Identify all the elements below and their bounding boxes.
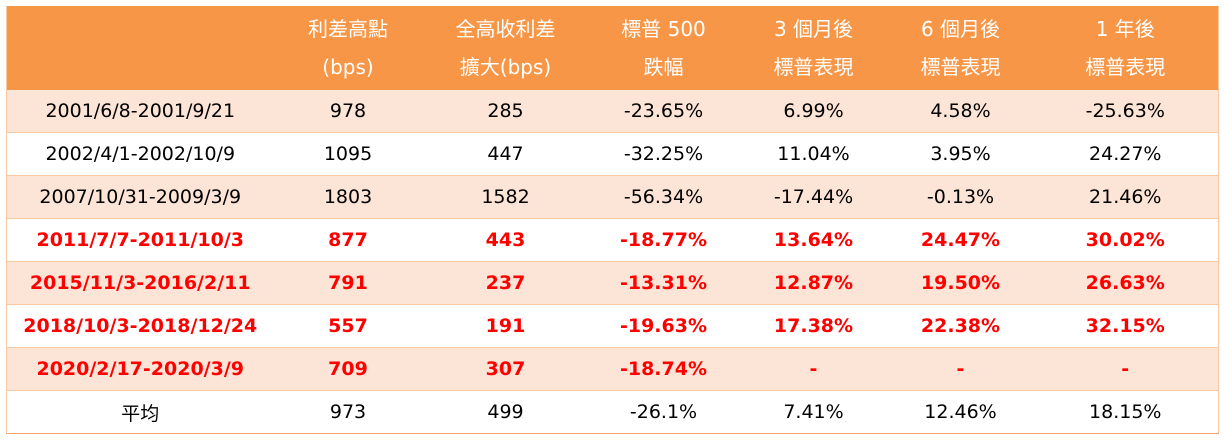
- header-1y-line1: 1 年後: [1095, 17, 1155, 41]
- header-sp500-drop: 標普 500 跌幅: [588, 6, 739, 90]
- perf-6m-cell: -: [888, 347, 1033, 391]
- sp500-drop-cell: -32.25%: [588, 132, 739, 176]
- header-3m-line2: 標普表現: [773, 55, 854, 79]
- header-3m-performance: 3 個月後 標普表現: [738, 6, 889, 90]
- sp500-drop-cell: -23.65%: [588, 90, 739, 133]
- perf-6m-cell: 24.47%: [888, 218, 1033, 262]
- perf-6m-cell: -0.13%: [888, 175, 1033, 219]
- period-cell: 2020/2/17-2020/3/9: [6, 347, 274, 391]
- sp500-drop-cell: -13.31%: [588, 261, 739, 305]
- spread-peak-cell: 709: [273, 347, 423, 391]
- spread-widening-cell: 443: [422, 218, 589, 262]
- average-row: 平均 973 499 -26.1% 7.41% 12.46% 18.15%: [6, 390, 1219, 434]
- spread-peak-cell: 557: [273, 304, 423, 348]
- spread-widening-cell: 499: [422, 390, 589, 434]
- header-1y-line2: 標普表現: [1085, 55, 1166, 79]
- average-label-cell: 平均: [6, 390, 274, 434]
- spread-widening-cell: 237: [422, 261, 589, 305]
- header-period: [6, 6, 274, 90]
- spread-peak-cell: 973: [273, 390, 423, 434]
- period-cell: 2001/6/8-2001/9/21: [6, 90, 274, 133]
- header-spread-widening-line2: 擴大(bps): [459, 55, 552, 79]
- sp500-drop-cell: -18.74%: [588, 347, 739, 391]
- header-1y-performance: 1 年後 標普表現: [1032, 6, 1219, 90]
- spread-comparison-table: 利差高點 (bps) 全高收利差 擴大(bps) 標普 500 跌幅 3 個月後…: [6, 6, 1219, 434]
- spread-widening-cell: 307: [422, 347, 589, 391]
- header-sp500-drop-line1: 標普 500: [621, 17, 706, 41]
- table-row-highlighted: 2020/2/17-2020/3/9 709 307 -18.74% - - -: [6, 347, 1219, 391]
- perf-1y-cell: 32.15%: [1032, 304, 1219, 348]
- spread-peak-cell: 1095: [273, 132, 423, 176]
- header-6m-line2: 標普表現: [920, 55, 1001, 79]
- sp500-drop-cell: -19.63%: [588, 304, 739, 348]
- table-row: 2002/4/1-2002/10/9 1095 447 -32.25% 11.0…: [6, 132, 1219, 176]
- table-row: 2001/6/8-2001/9/21 978 285 -23.65% 6.99%…: [6, 90, 1219, 133]
- spread-peak-cell: 791: [273, 261, 423, 305]
- sp500-drop-cell: -26.1%: [588, 390, 739, 434]
- table-row-highlighted: 2015/11/3-2016/2/11 791 237 -13.31% 12.8…: [6, 261, 1219, 305]
- perf-1y-cell: -25.63%: [1032, 90, 1219, 133]
- perf-6m-cell: 12.46%: [888, 390, 1033, 434]
- perf-3m-cell: 17.38%: [738, 304, 889, 348]
- header-spread-widening: 全高收利差 擴大(bps): [422, 6, 589, 90]
- spread-peak-cell: 978: [273, 90, 423, 133]
- header-row: 利差高點 (bps) 全高收利差 擴大(bps) 標普 500 跌幅 3 個月後…: [6, 6, 1219, 90]
- header-spread-peak: 利差高點 (bps): [273, 6, 423, 90]
- spread-peak-cell: 877: [273, 218, 423, 262]
- perf-3m-cell: 11.04%: [738, 132, 889, 176]
- header-3m-line1: 3 個月後: [773, 17, 854, 41]
- perf-3m-cell: 12.87%: [738, 261, 889, 305]
- perf-1y-cell: 30.02%: [1032, 218, 1219, 262]
- spread-widening-cell: 191: [422, 304, 589, 348]
- header-sp500-drop-line2: 跌幅: [643, 55, 684, 79]
- spread-peak-cell: 1803: [273, 175, 423, 219]
- period-cell: 2015/11/3-2016/2/11: [6, 261, 274, 305]
- perf-3m-cell: 7.41%: [738, 390, 889, 434]
- perf-1y-cell: 21.46%: [1032, 175, 1219, 219]
- header-spread-peak-line1: 利差高點: [308, 17, 388, 41]
- period-cell: 2011/7/7-2011/10/3: [6, 218, 274, 262]
- perf-3m-cell: 13.64%: [738, 218, 889, 262]
- perf-6m-cell: 4.58%: [888, 90, 1033, 133]
- table-row: 2007/10/31-2009/3/9 1803 1582 -56.34% -1…: [6, 175, 1219, 219]
- period-cell: 2002/4/1-2002/10/9: [6, 132, 274, 176]
- perf-3m-cell: -17.44%: [738, 175, 889, 219]
- sp500-drop-cell: -18.77%: [588, 218, 739, 262]
- spread-widening-cell: 285: [422, 90, 589, 133]
- sp500-drop-cell: -56.34%: [588, 175, 739, 219]
- spread-widening-cell: 447: [422, 132, 589, 176]
- header-6m-performance: 6 個月後 標普表現: [888, 6, 1033, 90]
- period-cell: 2007/10/31-2009/3/9: [6, 175, 274, 219]
- perf-3m-cell: -: [738, 347, 889, 391]
- perf-1y-cell: -: [1032, 347, 1219, 391]
- period-cell: 2018/10/3-2018/12/24: [6, 304, 274, 348]
- spread-widening-cell: 1582: [422, 175, 589, 219]
- header-6m-line1: 6 個月後: [920, 17, 1001, 41]
- header-spread-peak-line2: (bps): [322, 55, 374, 79]
- perf-6m-cell: 3.95%: [888, 132, 1033, 176]
- perf-1y-cell: 24.27%: [1032, 132, 1219, 176]
- perf-6m-cell: 22.38%: [888, 304, 1033, 348]
- table-row-highlighted: 2018/10/3-2018/12/24 557 191 -19.63% 17.…: [6, 304, 1219, 348]
- header-spread-widening-line1: 全高收利差: [455, 17, 556, 41]
- perf-1y-cell: 26.63%: [1032, 261, 1219, 305]
- perf-6m-cell: 19.50%: [888, 261, 1033, 305]
- table-row-highlighted: 2011/7/7-2011/10/3 877 443 -18.77% 13.64…: [6, 218, 1219, 262]
- perf-3m-cell: 6.99%: [738, 90, 889, 133]
- perf-1y-cell: 18.15%: [1032, 390, 1219, 434]
